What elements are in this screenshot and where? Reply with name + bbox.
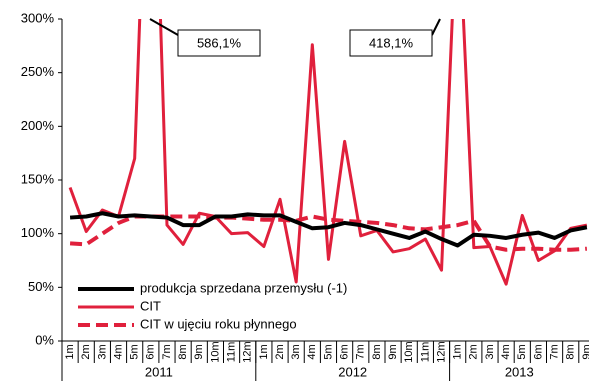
x-tick-label: 4m: [500, 344, 512, 359]
x-tick-label: 7m: [548, 344, 560, 359]
legend-label: produkcja sprzedana przemysłu (-1): [140, 280, 347, 295]
annotation-leader: [149, 18, 179, 36]
x-tick-label: 8m: [177, 344, 189, 359]
y-tick-label: 250%: [21, 64, 55, 79]
x-tick-label: 2m: [80, 344, 92, 359]
x-tick-label: 4m: [112, 344, 124, 359]
x-tick-label: 11m: [419, 342, 431, 363]
x-tick-label: 12m: [242, 341, 254, 362]
x-tick-label: 1m: [64, 344, 76, 359]
y-tick-label: 150%: [21, 171, 55, 186]
x-tick-label: 12m: [435, 341, 447, 362]
x-tick-label: 11m: [225, 342, 237, 363]
x-tick-label: 6m: [532, 344, 544, 359]
annotation-box: [349, 29, 433, 57]
series-line: [69, 211, 588, 248]
annotation-text: 586,1%: [197, 35, 242, 50]
y-tick-label: 300%: [21, 10, 55, 25]
x-tick-label: 5m: [322, 344, 334, 359]
y-tick-label: 50%: [28, 279, 54, 294]
x-tick-label: 9m: [581, 344, 589, 359]
x-tick-label: 5m: [516, 344, 528, 359]
x-tick-label: 2m: [274, 344, 286, 359]
x-tick-label: 6m: [339, 344, 351, 359]
x-tick-label: 4m: [306, 344, 318, 359]
x-tick-label: 3m: [484, 344, 496, 359]
annotation-box: [177, 29, 261, 57]
legend-label: CIT w ujęciu roku płynnego: [140, 316, 297, 331]
annotation-leader: [431, 18, 441, 36]
x-tick-label: 9m: [387, 344, 399, 359]
x-tick-label: 7m: [161, 344, 173, 359]
x-tick-label: 8m: [371, 344, 383, 359]
x-tick-label: 6m: [145, 344, 157, 359]
group-label: 2011: [145, 364, 173, 379]
annotation-text: 418,1%: [369, 35, 414, 50]
x-tick-label: 1m: [452, 344, 464, 359]
group-label: 2013: [505, 364, 534, 379]
x-tick-label: 10m: [403, 341, 415, 362]
y-tick-label: 200%: [21, 118, 55, 133]
x-tick-label: 8m: [565, 344, 577, 359]
y-tick-label: 100%: [21, 225, 55, 240]
x-tick-label: 2m: [468, 344, 480, 359]
y-tick-label: 0%: [35, 332, 54, 347]
x-tick-label: 7m: [355, 344, 367, 359]
series-line: [68, 19, 588, 286]
group-label: 2012: [338, 364, 367, 379]
x-tick-label: 9m: [193, 344, 205, 359]
x-tick-label: 3m: [290, 344, 302, 359]
x-tick-label: 5m: [129, 344, 141, 359]
x-tick-label: 3m: [96, 344, 108, 359]
x-tick-label: 1m: [258, 344, 270, 359]
x-tick-label: 10m: [209, 341, 221, 362]
legend-label: CIT: [140, 298, 161, 313]
plot-lines: [68, 19, 588, 286]
